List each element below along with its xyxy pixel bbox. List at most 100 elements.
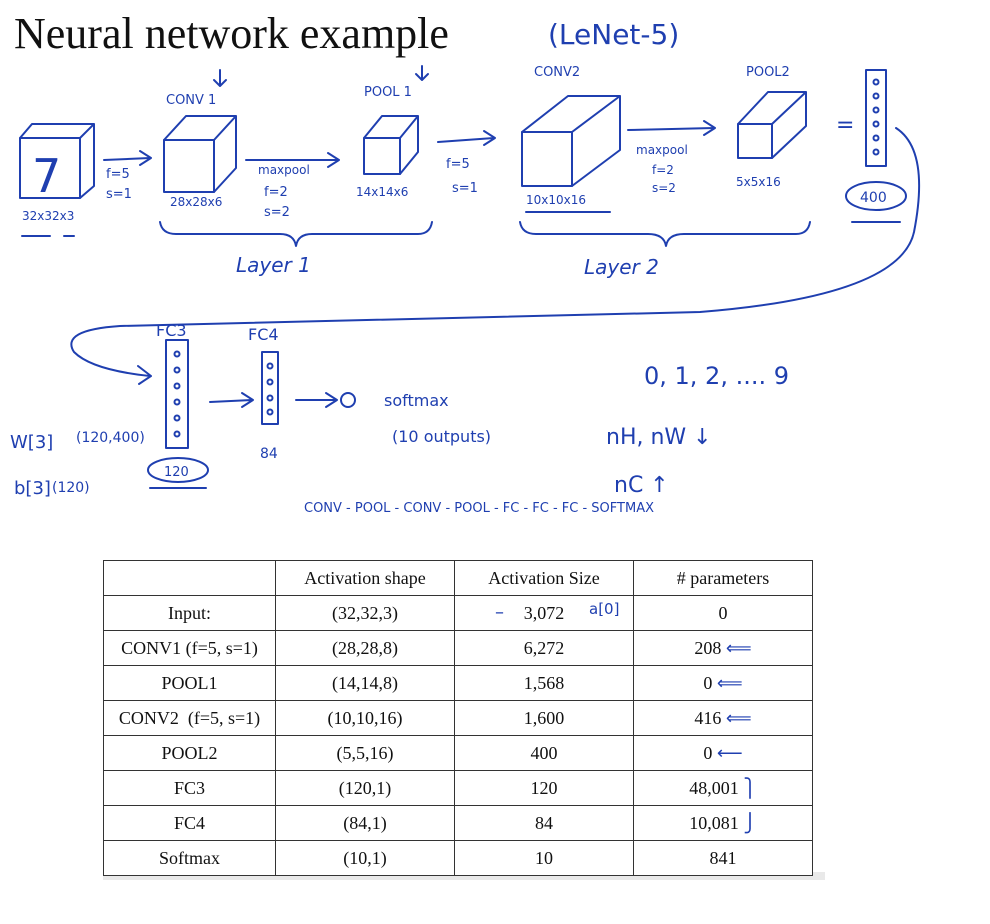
- shape-cell: (5,5,16): [275, 735, 455, 771]
- conv2-f: f=5: [446, 157, 470, 172]
- arrow-icon: [295, 392, 338, 408]
- params-cell: 10,081 ⎭: [633, 805, 813, 841]
- fc3-label: FC3: [156, 321, 187, 340]
- conv2-dim: 10x10x16: [526, 193, 586, 207]
- fc4-count: 84: [260, 446, 278, 462]
- fc4-vector: [261, 351, 279, 425]
- fc3-count: 120: [164, 465, 189, 480]
- size-cell: – 3,072 a[0]: [454, 595, 634, 631]
- connector-arrow: [70, 127, 921, 385]
- down-arrow-icon: [415, 65, 429, 81]
- layer1-brace: [159, 221, 433, 247]
- size-cell: 400: [454, 735, 634, 771]
- table-shadow: [103, 872, 825, 880]
- size-cell: 6,272: [454, 630, 634, 666]
- left-arrow-icon: ⟸: [721, 707, 752, 728]
- table-row: POOL2 (5,5,16) 400 0 ⟵: [103, 735, 813, 771]
- layer2-brace: [519, 221, 811, 247]
- table-row: CONV1 (f=5, s=1) (28,28,8) 6,272 208 ⟸: [103, 630, 813, 666]
- flat-count: 400: [860, 190, 887, 206]
- b3-shape: (120): [52, 480, 90, 496]
- left-arrow-icon: ⟸: [721, 637, 752, 658]
- pool2-hyper-2: s=2: [652, 181, 676, 195]
- shape-cell: (32,32,3): [275, 595, 455, 631]
- arrow-icon: [103, 150, 152, 166]
- pool2-label: POOL2: [746, 65, 790, 80]
- conv2-s: s=1: [452, 181, 478, 196]
- page-title: Neural network example: [14, 9, 449, 58]
- params-cell: 841: [633, 840, 813, 876]
- conv1-label: CONV 1: [166, 93, 216, 108]
- layer-cell: Softmax: [103, 840, 276, 876]
- size-cell: 1,568: [454, 665, 634, 701]
- pool1-hyper-0: maxpool: [258, 163, 310, 177]
- class-labels: 0, 1, 2, .... 9: [644, 362, 789, 390]
- table-header-row: Activation shape Activation Size # param…: [103, 560, 813, 596]
- w3-shape: (120,400): [76, 430, 145, 446]
- shape-cell: (84,1): [275, 805, 455, 841]
- arrow-icon: [209, 392, 254, 408]
- size-cell: 84: [454, 805, 634, 841]
- header-cell: [103, 560, 276, 596]
- lenet-sketch: (LeNet-5) 7 32x32x3 f=5 s=1 CONV 1 28x28…: [10, 18, 921, 516]
- table-row: FC4 (84,1) 84 10,081 ⎭: [103, 805, 813, 841]
- down-arrow-icon: [213, 69, 227, 87]
- w3-label: W[3]: [10, 432, 53, 453]
- b3-label: b[3]: [14, 478, 51, 499]
- shape-cell: (10,1): [275, 840, 455, 876]
- pool1-label: POOL 1: [364, 85, 412, 100]
- layer-cell: CONV2 (f=5, s=1): [103, 700, 276, 736]
- arrow-icon: [437, 130, 496, 146]
- pool2-hyper-0: maxpool: [636, 143, 688, 157]
- params-cell: 0: [633, 595, 813, 631]
- size-cell: 1,600: [454, 700, 634, 736]
- pool1-dim: 14x14x6: [356, 185, 408, 199]
- flat-vector: [865, 69, 887, 167]
- table-row: CONV2 (f=5, s=1) (10,10,16) 1,600 416 ⟸: [103, 700, 813, 736]
- layer-cell: FC4: [103, 805, 276, 841]
- nc-note: nC ↑: [614, 473, 669, 498]
- size-cell: 120: [454, 770, 634, 806]
- layer-cell: Input:: [103, 595, 276, 631]
- pool1-hyper-2: s=2: [264, 205, 290, 220]
- equals-sign: =: [836, 113, 854, 138]
- layer-cell: FC3: [103, 770, 276, 806]
- flat-count-circle: [845, 181, 907, 211]
- fc4-label: FC4: [248, 325, 279, 344]
- brace-icon: ⎫: [738, 777, 757, 798]
- conv1-volume: [163, 115, 237, 193]
- pool1-hyper-1: f=2: [264, 185, 288, 200]
- layer-cell: POOL1: [103, 665, 276, 701]
- header-cell: Activation shape: [275, 560, 455, 596]
- layer2-label: Layer 2: [584, 255, 659, 279]
- table-row: POOL1 (14,14,8) 1,568 0 ⟸: [103, 665, 813, 701]
- input-dim: 32x32x3: [22, 209, 74, 223]
- pool2-dim: 5x5x16: [736, 175, 781, 189]
- input-s: s=1: [106, 187, 132, 202]
- input-digit: 7: [32, 149, 61, 203]
- shape-cell: (14,14,8): [275, 665, 455, 701]
- brace-icon: ⎭: [738, 812, 757, 833]
- layer1-label: Layer 1: [236, 253, 311, 277]
- shape-cell: (120,1): [275, 770, 455, 806]
- dash-mark: –: [495, 602, 504, 623]
- softmax-label: softmax: [384, 391, 449, 410]
- header-cell: Activation Size: [454, 560, 634, 596]
- conv2-volume: [521, 95, 621, 187]
- size-value: 3,072: [523, 602, 565, 623]
- table-row: Softmax (10,1) 10 841: [103, 840, 813, 876]
- size-cell: 10: [454, 840, 634, 876]
- a0-annotation: a[0]: [589, 600, 620, 618]
- conv1-dim: 28x28x6: [170, 195, 222, 209]
- pool2-volume: [737, 91, 807, 159]
- pool2-hyper-1: f=2: [652, 163, 674, 177]
- layer-cell: POOL2: [103, 735, 276, 771]
- softmax-output-circle: [340, 392, 356, 408]
- shape-cell: (28,28,8): [275, 630, 455, 666]
- fc3-vector: [165, 339, 189, 449]
- arrow-icon: [627, 120, 716, 136]
- input-f: f=5: [106, 167, 130, 182]
- header-cell: # parameters: [633, 560, 813, 596]
- left-arrow-icon: ⟵: [712, 742, 743, 763]
- params-cell: 0 ⟸: [633, 665, 813, 701]
